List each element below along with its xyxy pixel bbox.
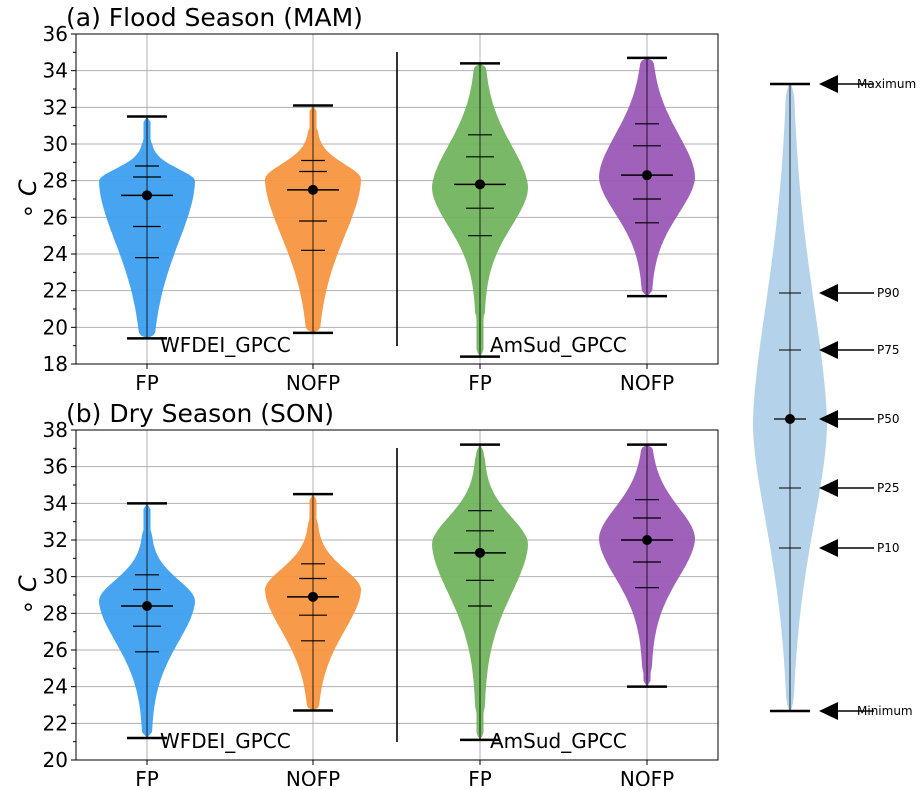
chart-panel-1: 20 22 24 26 28 30 32 34 36 38 FP NOFP FP NOFP WFDEI_GP… xyxy=(14,399,719,790)
y-tick-label: 32 xyxy=(43,95,68,119)
legend-label: P50 xyxy=(877,412,900,426)
y-tick-label: 30 xyxy=(43,565,68,589)
y-tick-label: 30 xyxy=(43,132,68,156)
violin-median-dot xyxy=(308,591,318,602)
y-tick-label: 22 xyxy=(43,279,68,303)
legend-arrow-head xyxy=(819,75,838,93)
violin-median-dot xyxy=(642,535,652,545)
legend-label: P90 xyxy=(877,286,900,300)
chart-title: (a) Flood Season (MAM) xyxy=(66,3,363,32)
legend-label: P25 xyxy=(877,481,900,495)
y-tick-label: 22 xyxy=(43,711,68,735)
chart-panel-0: 18 20 22 24 26 28 30 32 34 36 FP NOFP FP NOFP WFDEI_GP… xyxy=(14,3,719,395)
y-tick-label: 20 xyxy=(43,315,68,339)
chart-title: (b) Dry Season (SON) xyxy=(66,399,334,428)
y-tick-label: 26 xyxy=(43,205,68,229)
legend-arrow-head xyxy=(819,479,838,497)
y-tick-label: 18 xyxy=(43,352,68,376)
y-tick-label: 34 xyxy=(43,59,68,83)
legend-label: Maximum xyxy=(857,77,916,91)
y-tick-label: 34 xyxy=(43,491,68,515)
x-tick-label: NOFP xyxy=(620,371,674,395)
y-tick-label: 36 xyxy=(43,22,68,46)
legend-label: P75 xyxy=(877,343,900,357)
plot-frame xyxy=(75,33,719,365)
violin-median-dot xyxy=(142,601,152,611)
x-tick-label: NOFP xyxy=(620,767,674,786)
x-tick-label: FP xyxy=(135,371,159,395)
violin-median-dot xyxy=(475,179,485,190)
violin-median-dot xyxy=(142,190,152,201)
x-tick-label: NOFP xyxy=(286,767,340,786)
violin-median-dot xyxy=(308,184,318,195)
x-tick-label: NOFP xyxy=(286,371,340,395)
legend-label: P10 xyxy=(877,541,900,555)
y-tick-label: 20 xyxy=(43,748,68,772)
y-tick-label: 26 xyxy=(43,638,68,662)
y-tick-label: 24 xyxy=(43,242,68,266)
legend-arrow-head xyxy=(819,410,838,428)
y-tick-label: 28 xyxy=(43,601,68,625)
y-tick-label: 32 xyxy=(43,528,68,552)
dataset-label-amsud: AmSud_GPCC xyxy=(490,333,627,357)
y-tick-label: 28 xyxy=(43,169,68,193)
x-tick-label: FP xyxy=(135,767,159,786)
violin-median-dot xyxy=(475,547,485,558)
legend-arrow-head xyxy=(819,284,838,302)
y-tick-label: 24 xyxy=(43,675,68,699)
legend-median-dot xyxy=(785,414,795,424)
y-tick-label: 38 xyxy=(43,418,68,442)
violin-median-dot xyxy=(642,170,652,181)
legend-arrow-head xyxy=(819,341,838,359)
y-axis-label: ∘ C xyxy=(14,575,42,615)
dataset-label-wfdei: WFDEI_GPCC xyxy=(160,333,291,357)
y-axis-label: ∘ C xyxy=(14,179,42,219)
legend-label: Minimum xyxy=(857,704,913,718)
x-tick-label: FP xyxy=(468,371,492,395)
legend-violin: Maximum P90 P75 P50 P25 P10 Minimum xyxy=(753,75,916,720)
dataset-label-amsud: AmSud_GPCC xyxy=(490,729,627,753)
dataset-label-wfdei: WFDEI_GPCC xyxy=(160,729,291,753)
legend-arrow-head xyxy=(819,702,838,720)
x-tick-label: FP xyxy=(468,767,492,786)
legend-arrow-head xyxy=(819,539,838,557)
plot-frame xyxy=(75,429,719,761)
y-tick-label: 36 xyxy=(43,455,68,479)
